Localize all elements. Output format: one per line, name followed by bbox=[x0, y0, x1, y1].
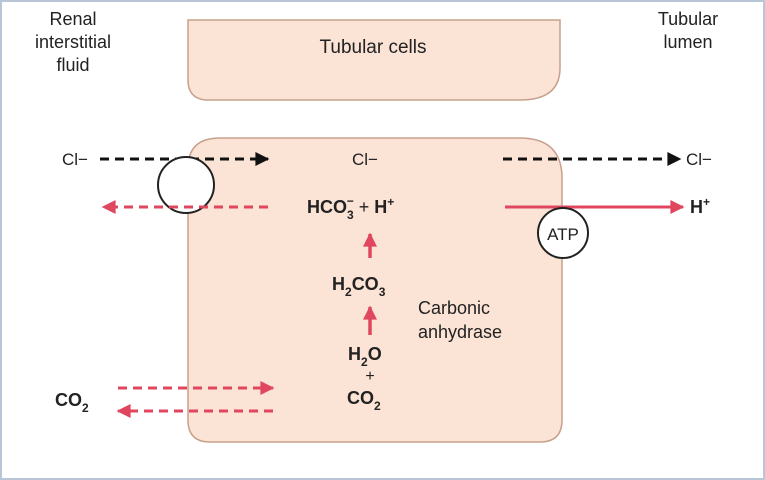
h2co3-co: CO bbox=[352, 274, 379, 294]
hco3-superscript: − bbox=[347, 194, 354, 208]
cl-lumen-label: Cl− bbox=[686, 150, 712, 169]
h2o-h: H bbox=[348, 344, 361, 364]
upper-tubular-cell bbox=[187, 19, 561, 101]
cl-cell-label: Cl− bbox=[352, 150, 378, 169]
interstitial-label-line1: Renal bbox=[49, 9, 96, 29]
basolateral-exchanger-circle bbox=[157, 156, 215, 214]
h2o-o: O bbox=[368, 344, 382, 364]
plus-sign: + bbox=[354, 197, 375, 217]
h2co3-sub1: 2 bbox=[345, 285, 352, 299]
interstitial-label-line3: fluid bbox=[56, 55, 89, 75]
h2co3-sub2: 3 bbox=[379, 285, 386, 299]
h-lumen-superscript: + bbox=[703, 195, 710, 209]
h2o-label: H2O bbox=[348, 344, 382, 369]
co2-interstitial-sub: 2 bbox=[82, 401, 89, 415]
co2-interstitial-base: CO bbox=[55, 390, 82, 410]
co2-interstitial-label: CO2 bbox=[55, 390, 89, 415]
co2-cell-base: CO bbox=[347, 388, 374, 408]
atp-pump-circle bbox=[537, 207, 589, 259]
h2co3-label: H2CO3 bbox=[332, 274, 386, 299]
h2co3-h: H bbox=[332, 274, 345, 294]
co2-cell-sub: 2 bbox=[374, 399, 381, 413]
lumen-label-line2: lumen bbox=[663, 32, 712, 52]
hco3-h-label: HCO3− + H+ bbox=[307, 194, 394, 222]
tubular-cells-label: Tubular cells bbox=[319, 37, 426, 58]
h-center-superscript: + bbox=[387, 195, 394, 209]
hco3-subscript: 3 bbox=[347, 208, 354, 222]
plus-vertical: + bbox=[365, 368, 374, 385]
atp-label: ATP bbox=[547, 225, 579, 244]
enzyme-label-line1: Carbonic bbox=[418, 298, 490, 318]
h2o-sub: 2 bbox=[361, 355, 368, 369]
h-lumen: H bbox=[690, 197, 703, 217]
co2-cell-label: CO2 bbox=[347, 388, 381, 413]
hco3-base: HCO bbox=[307, 197, 347, 217]
cl-interstitial-label: Cl− bbox=[62, 150, 88, 169]
h-center: H bbox=[374, 197, 387, 217]
enzyme-label-line2: anhydrase bbox=[418, 322, 502, 342]
lumen-label-line1: Tubular bbox=[658, 9, 718, 29]
h-lumen-label: H+ bbox=[690, 195, 710, 217]
interstitial-label-line2: interstitial bbox=[35, 32, 111, 52]
